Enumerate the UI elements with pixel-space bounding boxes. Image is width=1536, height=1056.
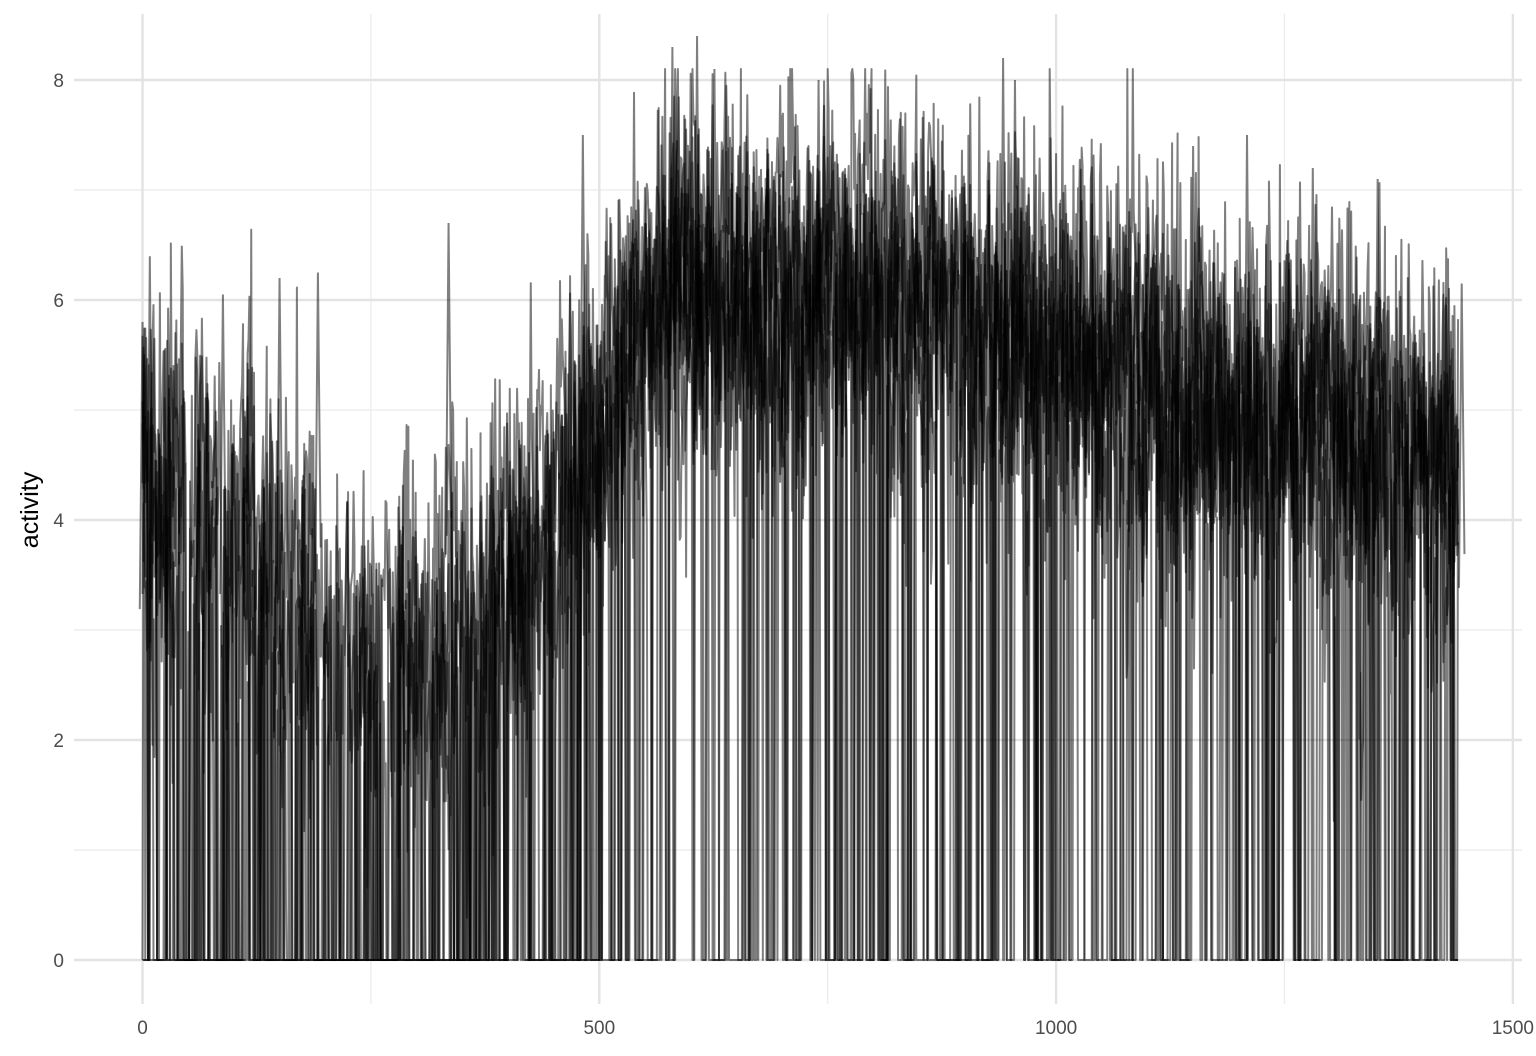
y-axis-tick-labels: 0 2 4 6 8 <box>53 71 64 972</box>
y-tick-label: 0 <box>53 951 64 972</box>
peak-spike <box>138 321 147 610</box>
peak-spike <box>999 57 1007 464</box>
peak-spike <box>814 79 823 477</box>
peak-spike <box>668 46 677 458</box>
y-axis-title: activity <box>16 471 44 548</box>
peak-spike <box>219 294 227 594</box>
y-tick-label: 2 <box>53 731 64 752</box>
series-line <box>141 68 1460 961</box>
x-tick-label: 0 <box>137 1018 148 1039</box>
peak-spike <box>1243 134 1251 507</box>
peak-spike <box>1309 167 1317 525</box>
peak-spike <box>444 222 453 555</box>
peak-spike <box>275 277 284 585</box>
series-lines <box>138 35 1466 961</box>
peak-spike <box>1189 145 1197 513</box>
peak-spike <box>710 68 719 470</box>
peak-spike <box>1373 178 1382 531</box>
peak-spike <box>314 272 322 582</box>
x-tick-label: 1500 <box>1492 1018 1534 1039</box>
x-tick-label: 500 <box>583 1018 615 1039</box>
peak-spike <box>579 134 587 507</box>
x-tick-label: 1000 <box>1035 1018 1077 1039</box>
peak-spike <box>693 35 701 452</box>
y-tick-label: 8 <box>53 71 64 92</box>
peak-spike <box>1011 79 1019 477</box>
x-axis-tick-labels: 0 500 1000 1500 <box>137 1018 1534 1039</box>
y-tick-label: 6 <box>53 291 64 312</box>
y-tick-label: 4 <box>53 511 64 532</box>
peak-spike <box>1457 283 1466 588</box>
